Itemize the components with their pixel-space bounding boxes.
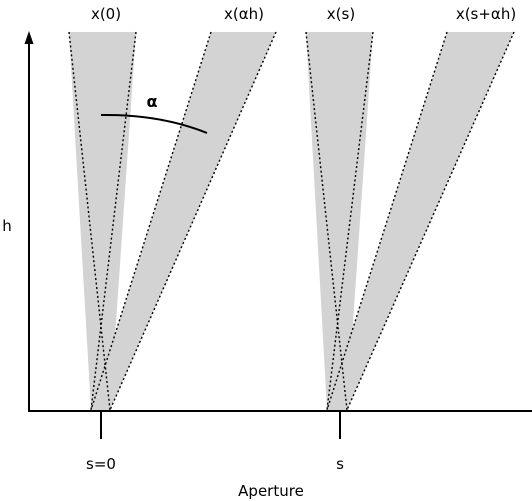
label-x-alpha-h: x(αh) (224, 5, 264, 23)
wedge-right-vertical (306, 32, 373, 410)
label-s0: s=0 (86, 455, 116, 473)
label-x0: x(0) (91, 5, 121, 23)
wedge-left-vertical (69, 32, 136, 410)
label-xs: x(s) (327, 5, 355, 23)
label-h: h (2, 217, 12, 235)
wedge-left-edges (68, 31, 277, 411)
label-alpha: α (147, 92, 158, 111)
y-axis-arrowhead (24, 31, 34, 44)
wedge-right-slanted (327, 32, 514, 410)
wedge-left-slanted (91, 32, 276, 410)
label-xs-alpha-h: x(s+αh) (456, 5, 516, 23)
wedge-right-edges (305, 31, 515, 411)
angle-arc (100, 113, 208, 134)
label-s: s (336, 455, 344, 473)
label-aperture: Aperture (238, 482, 304, 500)
